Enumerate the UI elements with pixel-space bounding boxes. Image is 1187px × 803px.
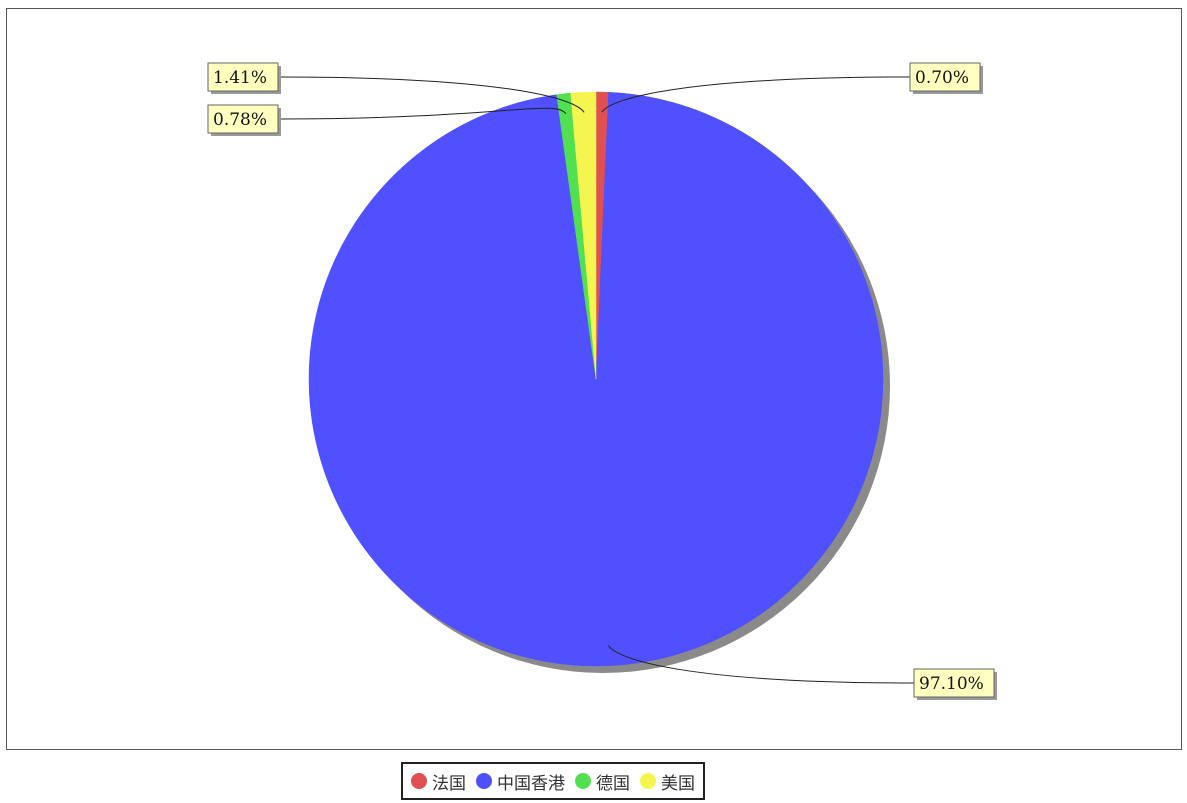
legend-swatch-2	[575, 773, 591, 789]
pct-label-box-2: 0.78%	[207, 104, 281, 136]
pointer-line-3	[277, 76, 585, 113]
pointer-line-1	[608, 645, 915, 684]
pie-chart: 0.70% 97.10% 0.78% 1.41%	[207, 62, 997, 700]
legend-label-2: 德国	[596, 773, 630, 794]
pie-slice-1	[308, 92, 884, 667]
pointer-line-0	[601, 76, 911, 113]
legend-label-1: 中国香港	[497, 773, 565, 794]
legend-label-3: 美国	[661, 773, 695, 794]
pct-label-box-1: 97.10%	[913, 668, 997, 700]
legend-swatch-1	[476, 773, 492, 789]
legend-swatch-3	[640, 773, 656, 789]
pct-label-3: 1.41%	[213, 68, 267, 88]
legend-item-2: 德国	[575, 769, 630, 794]
pct-label-box-0: 0.70%	[909, 62, 983, 94]
legend-label-0: 法国	[432, 773, 466, 794]
pct-label-2: 0.78%	[213, 110, 267, 130]
legend: 法国 中国香港 德国 美国	[401, 762, 705, 800]
pie-slice-3	[570, 91, 597, 380]
legend-item-0: 法国	[411, 769, 466, 794]
legend-item-1: 中国香港	[476, 769, 565, 794]
pointer-line-2	[277, 107, 567, 120]
legend-item-3: 美国	[640, 769, 695, 794]
pct-label-0: 0.70%	[915, 68, 969, 88]
legend-swatch-0	[411, 773, 427, 789]
pct-label-box-3: 1.41%	[207, 62, 281, 94]
pct-label-1: 97.10%	[919, 674, 984, 694]
